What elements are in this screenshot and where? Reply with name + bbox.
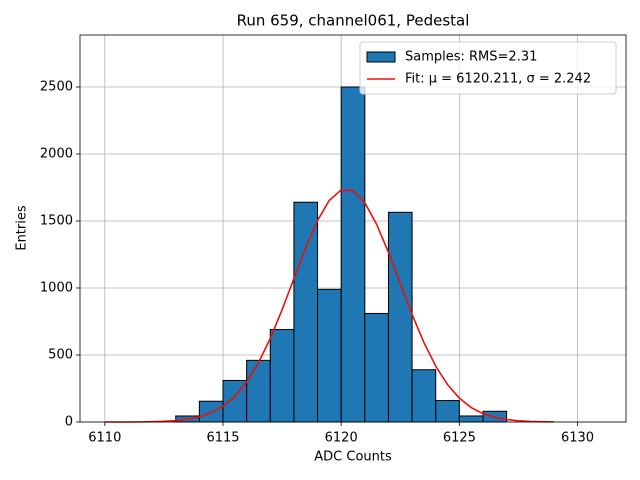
- y-tick-label: 1500: [40, 213, 73, 228]
- histogram-bar: [364, 312, 389, 423]
- legend-box: [359, 41, 617, 95]
- histogram-bar: [458, 415, 484, 423]
- histogram-bar: [411, 369, 437, 423]
- fit-line: [104, 189, 554, 423]
- legend-label: Fit: μ = 6120.211, σ = 2.242: [405, 72, 591, 87]
- y-axis-label: Entries: [15, 205, 30, 251]
- x-axis-label: ADC Counts: [314, 450, 392, 465]
- histogram-bar: [435, 400, 460, 423]
- y-tick-label: 1000: [40, 280, 73, 295]
- y-tick-label: 2000: [40, 146, 73, 161]
- axes-frame: [79, 34, 627, 423]
- histogram-bar: [387, 211, 413, 423]
- histogram-bar: [198, 400, 224, 423]
- y-tick-label: 2500: [40, 79, 73, 94]
- x-tick-label: 6125: [443, 431, 476, 446]
- x-tick-label: 6110: [88, 431, 121, 446]
- histogram-bar: [340, 86, 366, 423]
- y-tick-label: 500: [48, 347, 73, 362]
- legend-label: Samples: RMS=2.31: [405, 50, 537, 65]
- chart-title: Run 659, channel061, Pedestal: [237, 12, 470, 30]
- x-tick-label: 6130: [561, 431, 594, 446]
- histogram-bar: [317, 288, 342, 423]
- histogram-bar: [293, 201, 319, 423]
- x-tick-label: 6120: [325, 431, 358, 446]
- histogram-bar: [246, 359, 271, 423]
- legend-swatch: [366, 51, 396, 63]
- legend: Samples: RMS=2.31 Fit: μ = 6120.211, σ = …: [359, 41, 617, 95]
- histogram-bar: [269, 329, 295, 423]
- marks: [104, 86, 554, 423]
- y-tick-label: 0: [65, 415, 73, 430]
- x-tick-label: 6115: [206, 431, 239, 446]
